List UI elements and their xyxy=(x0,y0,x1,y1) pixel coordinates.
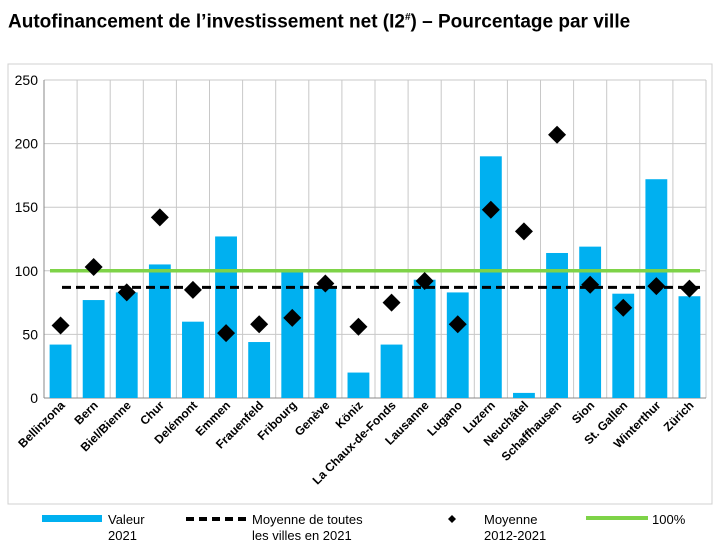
legend-bar-swatch xyxy=(42,515,102,522)
y-tick-label: 50 xyxy=(22,326,38,342)
bar-lausanne xyxy=(413,279,436,398)
bar-biel-bienne xyxy=(115,292,138,398)
x-tick-label: Schaffhausen xyxy=(499,398,565,464)
diamond-marker xyxy=(250,315,269,334)
x-tick-label: Bellinzona xyxy=(15,398,68,451)
legend-diamond-swatch xyxy=(448,515,456,523)
diamond-marker xyxy=(614,298,633,317)
legend-valeur: Valeur 2021 xyxy=(108,512,145,543)
diamond-marker xyxy=(183,280,202,299)
bar-bern xyxy=(82,300,105,398)
bar-luzern xyxy=(479,156,502,398)
diamond-marker xyxy=(647,277,666,296)
diamond-marker xyxy=(117,283,136,302)
y-tick-label: 150 xyxy=(15,199,39,215)
x-tick-label: Bern xyxy=(72,398,101,427)
diamond-marker xyxy=(581,275,600,294)
legend-moyenne-villes: Moyenne de toutes les villes en 2021 xyxy=(252,512,363,543)
bar-del-mont xyxy=(182,321,204,398)
chart-frame xyxy=(7,63,713,505)
x-tick-label: Lugano xyxy=(424,398,465,439)
x-tick-label: Sion xyxy=(569,398,597,426)
bar-neuch-tel xyxy=(513,392,535,398)
y-tick-label: 0 xyxy=(30,390,38,406)
bar-k-niz xyxy=(347,372,370,398)
x-tick-label: Zürich xyxy=(661,398,697,434)
bar-lugano xyxy=(446,292,469,398)
chart-title: Autofinancement de l’investissement net … xyxy=(8,11,631,33)
x-tick-label: Chur xyxy=(137,398,167,428)
y-tick-label: 250 xyxy=(15,72,39,88)
bar-gen-ve xyxy=(314,287,337,398)
diamond-marker xyxy=(51,316,70,335)
x-tick-label: Genève xyxy=(292,398,333,439)
diamond-marker xyxy=(481,200,500,219)
bar-schaffhausen xyxy=(546,252,568,398)
bar-bellinzona xyxy=(49,344,72,398)
diamond-marker xyxy=(415,271,434,290)
legend-moyenne-2012-2021: Moyenne 2012-2021 xyxy=(484,512,547,543)
diamond-marker xyxy=(316,274,335,293)
bar-fribourg xyxy=(281,270,304,398)
bar-chur xyxy=(148,264,171,398)
diamond-marker xyxy=(217,324,236,343)
bar-st-gallen xyxy=(612,293,635,398)
legend-100: 100% xyxy=(652,512,686,527)
bar-z-rich xyxy=(678,296,701,398)
bar-frauenfeld xyxy=(248,342,271,398)
diamond-marker xyxy=(84,257,103,276)
diamond-marker xyxy=(349,317,368,336)
diamond-marker xyxy=(680,279,699,298)
diamond-marker xyxy=(448,315,467,334)
diamond-marker xyxy=(548,125,567,144)
diamond-marker xyxy=(382,293,401,312)
diamond-marker xyxy=(283,308,302,327)
diamond-marker xyxy=(514,222,533,241)
y-tick-label: 200 xyxy=(15,136,39,152)
diamond-marker xyxy=(150,208,169,227)
bar-emmen xyxy=(215,236,237,398)
bar-la-chaux-de-fonds xyxy=(380,344,403,398)
y-tick-label: 100 xyxy=(15,263,39,279)
